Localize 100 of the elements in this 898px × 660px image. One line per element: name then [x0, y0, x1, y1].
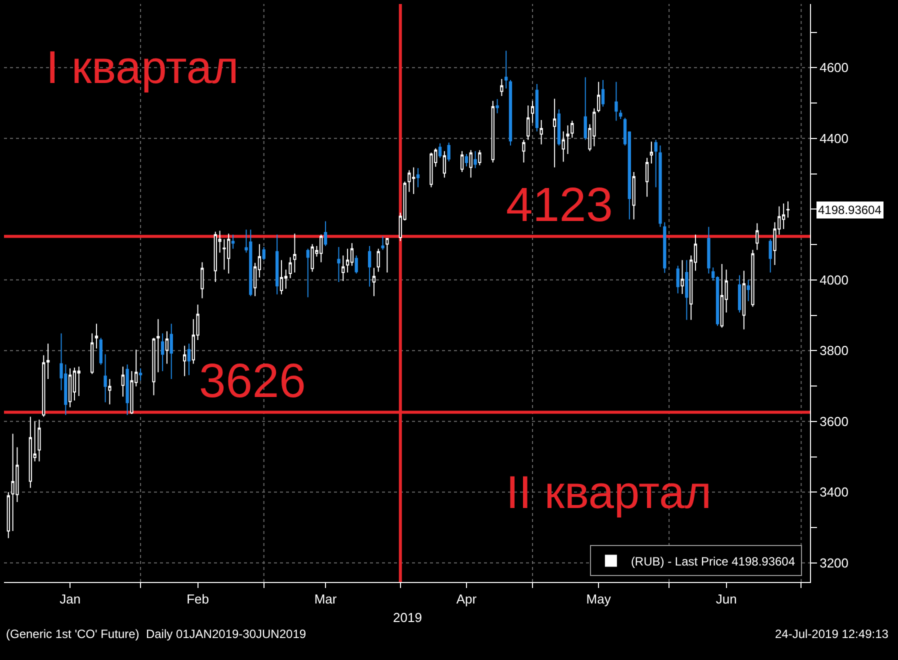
y-tick-label: 3600 — [820, 414, 849, 429]
candlestick — [165, 330, 169, 364]
candlestick — [460, 150, 464, 173]
candlestick — [231, 234, 235, 250]
candlestick — [738, 274, 742, 313]
ref-line-label: 3626 — [199, 355, 306, 408]
candlestick — [90, 332, 94, 374]
candlestick — [170, 323, 173, 380]
candlestick — [99, 337, 102, 366]
candlestick — [469, 150, 472, 178]
candlestick — [570, 120, 574, 138]
y-tick-label: 3200 — [820, 555, 849, 570]
candlestick — [306, 248, 310, 298]
text: 24-Jul-2019 12:49:13 — [775, 627, 889, 641]
x-tick-label: Jan — [60, 592, 81, 607]
candlestick — [408, 170, 411, 192]
candlestick — [654, 139, 658, 188]
candlestick — [522, 139, 526, 163]
candlestick — [354, 255, 358, 274]
candlestick — [645, 157, 649, 198]
candlestick — [376, 248, 380, 272]
candlestick — [566, 124, 570, 154]
candlestick — [491, 100, 494, 163]
candlestick — [288, 256, 292, 279]
y-tick-label: 3800 — [820, 343, 849, 358]
candlestick — [152, 337, 156, 396]
candlestick — [557, 108, 561, 146]
candlestick — [663, 222, 666, 274]
candlestick — [94, 323, 98, 350]
ref-line-label: 4123 — [506, 179, 613, 232]
legend-label: (RUB) - Last Price 4198.93604 — [630, 554, 796, 568]
candlestick — [500, 78, 504, 96]
candlestick — [183, 345, 186, 377]
y-tick-label: 4000 — [820, 272, 849, 288]
candlestick — [108, 378, 112, 405]
candlestick — [474, 150, 477, 169]
candlestick — [342, 255, 345, 282]
text: 4198.93604 — [818, 203, 882, 217]
candlestick — [526, 105, 530, 140]
candlestick — [372, 267, 376, 297]
candlestick — [676, 265, 680, 294]
candlestick — [746, 279, 750, 302]
candlestick — [619, 110, 622, 120]
candlestick — [650, 141, 654, 164]
y-tick-label: 4400 — [820, 130, 849, 146]
text: 2019 — [393, 610, 422, 625]
candlestick — [768, 238, 772, 273]
candlestick — [442, 150, 446, 178]
candlestick — [504, 50, 508, 90]
x-tick-label: Jun — [716, 592, 737, 607]
candlestick — [275, 234, 279, 295]
x-tick-label: Apr — [456, 592, 478, 607]
candlestick — [187, 343, 191, 376]
annotation: II квартал — [506, 466, 712, 518]
candlestick — [756, 222, 759, 250]
candlestick — [540, 120, 543, 145]
candlestick — [68, 368, 72, 408]
candlestick — [280, 260, 284, 295]
candlestick — [584, 76, 587, 140]
candlestick — [658, 144, 662, 228]
candlestick — [447, 142, 450, 162]
candlestick — [601, 80, 605, 108]
candlestick — [562, 130, 565, 162]
candlestick — [464, 153, 468, 167]
annotation: I квартал — [46, 41, 239, 93]
x-tick-label: May — [586, 592, 612, 607]
candlestick — [6, 492, 10, 539]
x-tick-label: Feb — [186, 592, 209, 607]
candlestick — [614, 81, 618, 122]
candlestick — [156, 318, 160, 373]
candlestick — [386, 238, 389, 273]
y-tick-label: 3400 — [820, 484, 849, 500]
candlestick — [680, 260, 684, 295]
candlestick — [324, 220, 328, 246]
candlestick — [742, 270, 746, 330]
candlestick — [121, 366, 124, 398]
candlestick — [685, 260, 688, 320]
candlestick — [478, 150, 482, 166]
candlestick — [597, 81, 600, 113]
candlestick — [632, 172, 636, 220]
candlestick — [38, 419, 41, 462]
candlestick — [160, 332, 164, 372]
candlestick — [200, 262, 204, 299]
candlestick — [751, 249, 754, 308]
candlestick — [707, 226, 710, 274]
x-tick-label: Mar — [314, 592, 338, 607]
candlestick — [293, 233, 296, 273]
candlestick — [786, 200, 790, 218]
candlestick — [535, 83, 539, 132]
candlestick — [368, 245, 372, 288]
candlestick — [508, 80, 512, 146]
candlestick — [496, 98, 499, 114]
candlestick — [337, 246, 340, 283]
candlestick — [552, 98, 556, 168]
candlestick — [77, 366, 80, 396]
candlestick — [416, 168, 420, 188]
candlestick — [430, 152, 433, 188]
candlestick — [438, 142, 442, 158]
candlestick — [126, 364, 129, 416]
y-tick-label: 4600 — [820, 60, 849, 76]
